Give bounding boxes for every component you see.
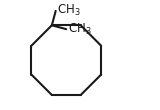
Text: CH$_3$: CH$_3$	[68, 22, 91, 37]
Text: CH$_3$: CH$_3$	[57, 3, 81, 18]
